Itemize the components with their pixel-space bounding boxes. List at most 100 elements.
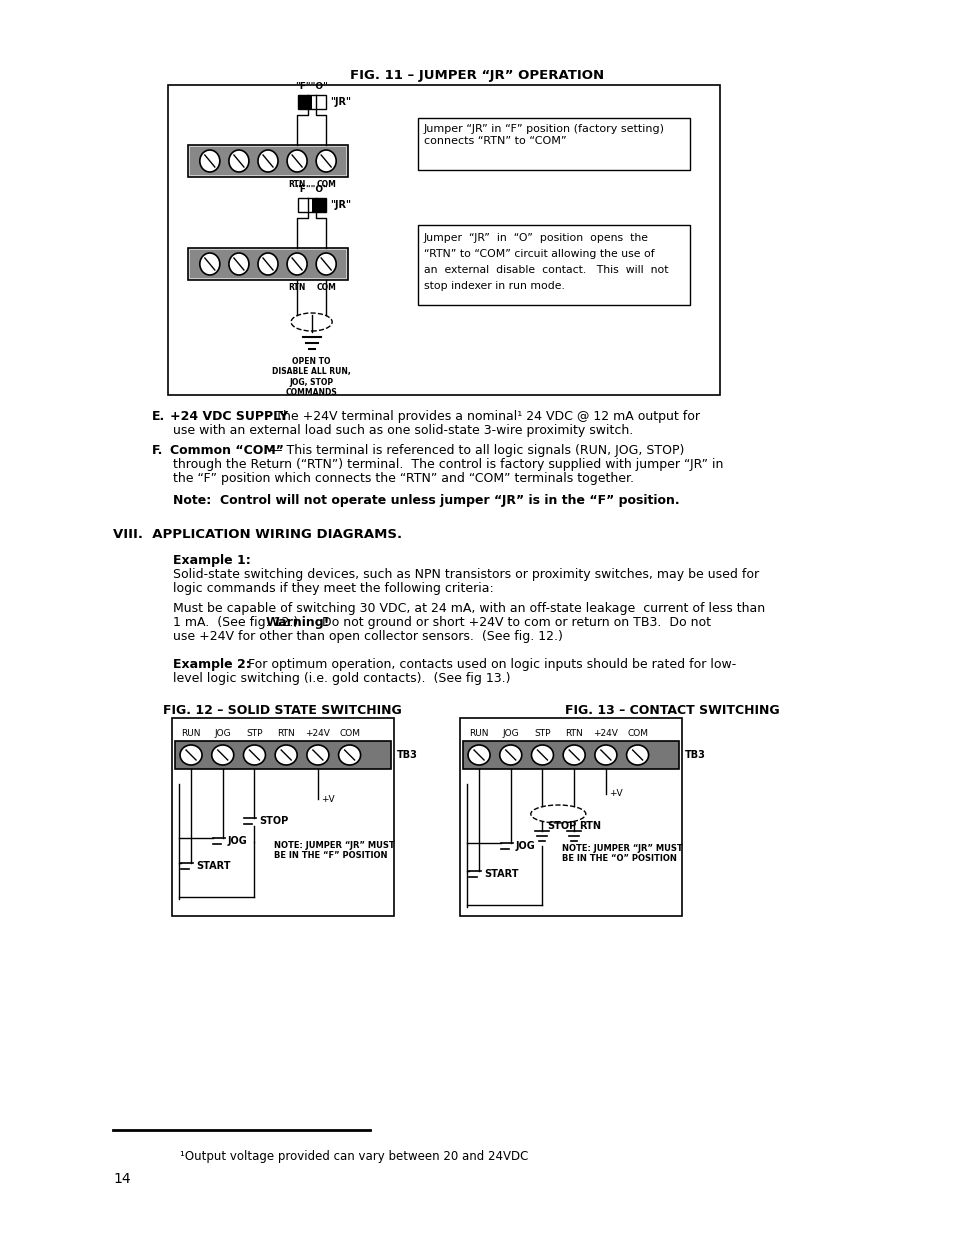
Ellipse shape [274,745,297,764]
Text: 14: 14 [112,1172,131,1186]
Text: TB3: TB3 [684,750,705,760]
Text: F.: F. [152,445,163,457]
Bar [188,144,348,177]
Text: STP: STP [534,729,550,739]
Text: RUN: RUN [469,729,488,739]
Bar [190,147,346,175]
Bar [172,718,394,916]
Text: START: START [195,861,231,871]
Bar [297,95,325,109]
Text: Example 1:: Example 1: [172,555,251,567]
Ellipse shape [199,149,219,172]
Text: OPEN TO
DISABLE ALL RUN,
JOG, STOP
COMMANDS: OPEN TO DISABLE ALL RUN, JOG, STOP COMMA… [272,357,351,398]
Ellipse shape [287,253,307,275]
Text: "JR": "JR" [330,200,351,210]
Text: Example 2:: Example 2: [172,658,251,671]
Ellipse shape [199,253,219,275]
Text: STP: STP [246,729,262,739]
Text: NOTE: JUMPER “JR” MUST
BE IN THE “O” POSITION: NOTE: JUMPER “JR” MUST BE IN THE “O” POS… [562,844,682,863]
Text: +24V: +24V [305,729,330,739]
Text: +V: +V [320,794,335,804]
Bar [297,198,325,212]
Ellipse shape [562,745,584,764]
Text: JOG: JOG [228,836,247,846]
Text: "F""O": "F""O" [294,185,328,194]
Text: Note:  Control will not operate unless jumper “JR” is in the “F” position.: Note: Control will not operate unless ju… [172,494,679,508]
Text: “RTN” to “COM” circuit allowing the use of: “RTN” to “COM” circuit allowing the use … [423,249,654,259]
Bar [168,85,720,395]
Text: NOTE: JUMPER “JR” MUST
BE IN THE “F” POSITION: NOTE: JUMPER “JR” MUST BE IN THE “F” POS… [274,841,395,861]
Text: use with an external load such as one solid-state 3-wire proximity switch.: use with an external load such as one so… [172,424,633,437]
Text: For optimum operation, contacts used on logic inputs should be rated for low-: For optimum operation, contacts used on … [240,658,736,671]
Text: TB3: TB3 [396,750,417,760]
Text: JOG: JOG [502,729,518,739]
Text: FIG. 12 – SOLID STATE SWITCHING: FIG. 12 – SOLID STATE SWITCHING [162,704,401,718]
Text: RUN: RUN [181,729,200,739]
Text: COM: COM [315,283,335,291]
Ellipse shape [468,745,490,764]
Text: COM: COM [338,729,359,739]
Text: RTN: RTN [277,729,294,739]
Text: +24 VDC SUPPLY: +24 VDC SUPPLY [170,410,288,424]
Text: FIG. 13 – CONTACT SWITCHING: FIG. 13 – CONTACT SWITCHING [564,704,779,718]
Ellipse shape [531,745,553,764]
Text: "F""O": "F""O" [294,82,328,91]
Bar [459,718,681,916]
Text: the “F” position which connects the “RTN” and “COM” terminals together.: the “F” position which connects the “RTN… [172,472,634,485]
Bar [417,119,689,170]
Text: Jumper “JR” in “F” position (factory setting)
connects “RTN” to “COM”: Jumper “JR” in “F” position (factory set… [423,124,664,146]
Ellipse shape [315,149,335,172]
Bar [174,741,391,769]
Ellipse shape [291,312,332,331]
Text: level logic switching (i.e. gold contacts).  (See fig 13.): level logic switching (i.e. gold contact… [172,672,510,685]
Ellipse shape [307,745,329,764]
Text: STOP: STOP [259,816,289,826]
Bar [417,225,689,305]
Text: +24V: +24V [593,729,618,739]
Ellipse shape [530,805,585,823]
Text: COM: COM [626,729,647,739]
Ellipse shape [338,745,360,764]
Text: COM: COM [315,180,335,189]
Text: JOG: JOG [214,729,231,739]
Ellipse shape [243,745,265,764]
Text: an  external  disable  contact.   This  will  not: an external disable contact. This will n… [423,266,668,275]
Text: – The +24V terminal provides a nominal¹ 24 VDC @ 12 mA output for: – The +24V terminal provides a nominal¹ … [261,410,700,424]
Text: RTN: RTN [288,283,306,291]
Text: RTN: RTN [565,729,582,739]
Ellipse shape [626,745,648,764]
Text: stop indexer in run mode.: stop indexer in run mode. [423,282,564,291]
Bar [312,198,325,212]
Ellipse shape [229,149,249,172]
Text: STOP: STOP [547,821,577,831]
Text: through the Return (“RTN”) terminal.  The control is factory supplied with jumpe: through the Return (“RTN”) terminal. The… [172,458,722,471]
Ellipse shape [257,149,277,172]
Ellipse shape [315,253,335,275]
Text: +V: +V [608,789,622,799]
Text: "JR": "JR" [330,98,351,107]
Text: START: START [483,869,518,879]
Text: RTN: RTN [578,821,600,831]
Bar [462,741,679,769]
Ellipse shape [180,745,202,764]
Text: Solid-state switching devices, such as NPN transistors or proximity switches, ma: Solid-state switching devices, such as N… [172,568,759,580]
Bar [190,249,346,278]
Text: Do not ground or short +24V to com or return on TB3.  Do not: Do not ground or short +24V to com or re… [314,616,710,629]
Text: JOG: JOG [516,841,535,851]
Text: — This terminal is referenced to all logic signals (RUN, JOG, STOP): — This terminal is referenced to all log… [266,445,683,457]
Ellipse shape [229,253,249,275]
Text: ¹Output voltage provided can vary between 20 and 24VDC: ¹Output voltage provided can vary betwee… [180,1150,528,1163]
Ellipse shape [257,253,277,275]
Text: use +24V for other than open collector sensors.  (See fig. 12.): use +24V for other than open collector s… [172,630,562,643]
Bar [297,95,312,109]
Text: Jumper  “JR”  in  “O”  position  opens  the: Jumper “JR” in “O” position opens the [423,233,648,243]
Text: FIG. 11 – JUMPER “JR” OPERATION: FIG. 11 – JUMPER “JR” OPERATION [350,68,603,82]
Ellipse shape [595,745,617,764]
Ellipse shape [212,745,233,764]
Text: 1 mA.  (See fig. 12.): 1 mA. (See fig. 12.) [172,616,306,629]
Ellipse shape [499,745,521,764]
Text: Common “COM”: Common “COM” [170,445,284,457]
Text: RTN: RTN [288,180,306,189]
Text: VIII.  APPLICATION WIRING DIAGRAMS.: VIII. APPLICATION WIRING DIAGRAMS. [112,529,402,541]
Text: logic commands if they meet the following criteria:: logic commands if they meet the followin… [172,582,494,595]
